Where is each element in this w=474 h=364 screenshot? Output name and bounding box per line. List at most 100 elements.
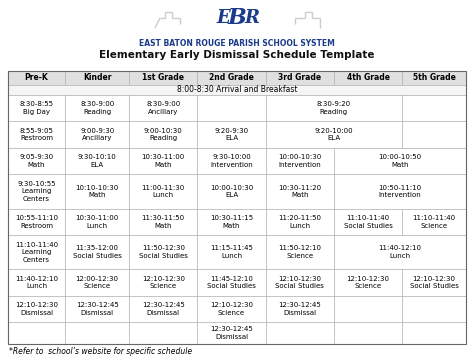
Bar xyxy=(334,269,402,296)
Text: 4th Grade: 4th Grade xyxy=(346,74,390,83)
Bar xyxy=(265,148,334,174)
Bar xyxy=(265,235,334,269)
Bar xyxy=(8,296,65,322)
Text: 12:10-12:30
Dismissal: 12:10-12:30 Dismissal xyxy=(15,302,58,316)
Text: 12:30-12:45
Dismissal: 12:30-12:45 Dismissal xyxy=(142,302,184,316)
Text: 12:10-12:30
Social Studies: 12:10-12:30 Social Studies xyxy=(275,276,324,289)
Text: 12:30-12:45
Dismissal: 12:30-12:45 Dismissal xyxy=(210,327,253,340)
Bar xyxy=(197,322,265,344)
Bar xyxy=(8,71,65,85)
Text: 12:10-12:30
Social Studies: 12:10-12:30 Social Studies xyxy=(410,276,458,289)
Text: 8:30-9:00
Ancillary: 8:30-9:00 Ancillary xyxy=(146,102,181,115)
Bar xyxy=(129,235,197,269)
Text: 11:35-12:00
Social Studies: 11:35-12:00 Social Studies xyxy=(73,245,122,259)
Bar xyxy=(265,174,334,209)
Bar xyxy=(129,269,197,296)
Bar xyxy=(197,269,265,296)
Bar xyxy=(197,95,265,122)
Bar xyxy=(197,296,265,322)
Bar xyxy=(265,122,402,148)
Text: 11:15-11:45
Lunch: 11:15-11:45 Lunch xyxy=(210,245,253,259)
Bar xyxy=(129,174,197,209)
Text: 10:10-10:30
Math: 10:10-10:30 Math xyxy=(75,185,119,198)
Bar xyxy=(129,122,197,148)
Bar xyxy=(129,209,197,235)
Text: Pre-K: Pre-K xyxy=(25,74,48,83)
Text: 10:00-10:30
Intervention: 10:00-10:30 Intervention xyxy=(278,154,321,168)
Text: 12:00-12:30
Science: 12:00-12:30 Science xyxy=(76,276,118,289)
Text: 8:30-8:55
Big Day: 8:30-8:55 Big Day xyxy=(19,102,54,115)
Bar xyxy=(334,148,466,174)
Text: 9:30-10:10
ELA: 9:30-10:10 ELA xyxy=(78,154,117,168)
Bar xyxy=(334,174,466,209)
Bar xyxy=(197,148,265,174)
Text: 8:00-8:30 Arrival and Breakfast: 8:00-8:30 Arrival and Breakfast xyxy=(177,86,297,95)
Text: 10:30-11:20
Math: 10:30-11:20 Math xyxy=(278,185,321,198)
Text: Elementary Early Dismissal Schedule Template: Elementary Early Dismissal Schedule Temp… xyxy=(99,50,375,60)
Bar xyxy=(129,71,197,85)
Text: 12:30-12:45
Dismissal: 12:30-12:45 Dismissal xyxy=(76,302,118,316)
Text: R: R xyxy=(244,9,259,27)
Text: 5th Grade: 5th Grade xyxy=(413,74,456,83)
Bar xyxy=(197,122,265,148)
Bar xyxy=(65,148,129,174)
Text: 11:30-11:50
Math: 11:30-11:50 Math xyxy=(142,215,185,229)
Bar xyxy=(197,71,265,85)
Text: 10:50-11:10
Intervention: 10:50-11:10 Intervention xyxy=(378,185,421,198)
Bar xyxy=(402,71,466,85)
Bar xyxy=(65,95,129,122)
Bar xyxy=(8,235,65,269)
Text: 8:30-9:00
Reading: 8:30-9:00 Reading xyxy=(80,102,114,115)
Bar xyxy=(8,322,65,344)
Text: 8:55-9:05
Restroom: 8:55-9:05 Restroom xyxy=(20,128,54,142)
Bar xyxy=(334,322,402,344)
Text: 9:30-10:55
Learning
Centers: 9:30-10:55 Learning Centers xyxy=(18,181,56,202)
Bar xyxy=(65,235,129,269)
Bar xyxy=(8,148,65,174)
Text: 12:10-12:30
Science: 12:10-12:30 Science xyxy=(142,276,185,289)
Text: 9:05-9:30
Math: 9:05-9:30 Math xyxy=(19,154,54,168)
Text: 9:20-10:00
ELA: 9:20-10:00 ELA xyxy=(315,128,353,142)
Bar xyxy=(65,296,129,322)
Bar xyxy=(8,209,65,235)
Bar xyxy=(197,235,265,269)
Bar xyxy=(334,209,402,235)
Bar xyxy=(402,122,466,148)
Bar xyxy=(65,122,129,148)
Bar xyxy=(65,71,129,85)
Text: 11:10-11:40
Social Studies: 11:10-11:40 Social Studies xyxy=(344,215,392,229)
Text: E: E xyxy=(216,9,230,27)
Text: 11:10-11:40
Science: 11:10-11:40 Science xyxy=(412,215,456,229)
Bar xyxy=(402,269,466,296)
Bar xyxy=(402,296,466,322)
Text: 9:20-9:30
ELA: 9:20-9:30 ELA xyxy=(214,128,248,142)
Text: EAST BATON ROUGE PARISH SCHOOL SYSTEM: EAST BATON ROUGE PARISH SCHOOL SYSTEM xyxy=(139,40,335,48)
Bar xyxy=(265,71,334,85)
Bar xyxy=(402,95,466,122)
Bar xyxy=(8,95,65,122)
Text: 11:00-11:30
Lunch: 11:00-11:30 Lunch xyxy=(142,185,185,198)
Text: 3rd Grade: 3rd Grade xyxy=(278,74,321,83)
Text: 11:50-12:30
Social Studies: 11:50-12:30 Social Studies xyxy=(139,245,188,259)
Bar xyxy=(8,71,466,344)
Text: 10:00-10:50
Math: 10:00-10:50 Math xyxy=(378,154,421,168)
Bar xyxy=(402,322,466,344)
Text: 11:45-12:10
Social Studies: 11:45-12:10 Social Studies xyxy=(207,276,256,289)
Text: 11:50-12:10
Science: 11:50-12:10 Science xyxy=(278,245,321,259)
Text: *Refer to  school’s website for specific schedule: *Refer to school’s website for specific … xyxy=(9,347,192,356)
Text: 12:10-12:30
Science: 12:10-12:30 Science xyxy=(210,302,253,316)
Text: 10:30-11:00
Math: 10:30-11:00 Math xyxy=(142,154,185,168)
Bar xyxy=(65,209,129,235)
Bar xyxy=(8,85,466,95)
Bar xyxy=(197,174,265,209)
Text: 10:00-10:30
ELA: 10:00-10:30 ELA xyxy=(210,185,253,198)
Text: 10:55-11:10
Restroom: 10:55-11:10 Restroom xyxy=(15,215,58,229)
Bar xyxy=(65,322,129,344)
Text: 10:30-11:15
Math: 10:30-11:15 Math xyxy=(210,215,253,229)
Bar xyxy=(334,71,402,85)
Bar xyxy=(334,296,402,322)
Bar xyxy=(265,269,334,296)
Bar xyxy=(197,209,265,235)
Bar xyxy=(129,148,197,174)
Text: 2nd Grade: 2nd Grade xyxy=(209,74,254,83)
